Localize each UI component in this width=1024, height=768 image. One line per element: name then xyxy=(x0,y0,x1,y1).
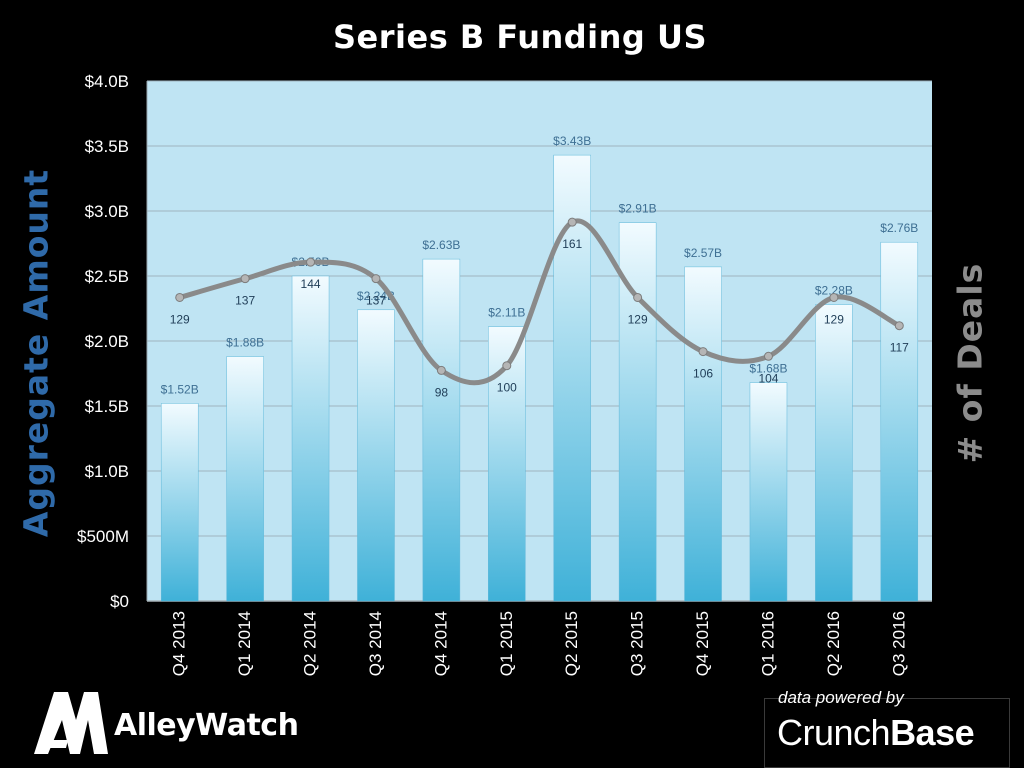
deals-point xyxy=(894,321,904,331)
bar xyxy=(291,275,330,602)
deals-point xyxy=(698,347,708,357)
y-tick-label: $1.0B xyxy=(85,462,129,481)
x-tick-label: Q1 2014 xyxy=(235,611,254,676)
crunchbase-caption: data powered by xyxy=(778,688,904,707)
bar xyxy=(553,154,591,602)
deals-point xyxy=(763,351,773,361)
alleywatch-logo-text: AlleyWatch xyxy=(114,708,299,743)
bar xyxy=(488,326,526,602)
deals-value-label: 104 xyxy=(758,371,778,385)
deals-value-label: 100 xyxy=(497,381,517,395)
chart-canvas: $0 $500M $1.0B $1.5B $2.0B $2.5B $3.0B $3.5B $4.… xyxy=(77,72,932,676)
bar-value-label: $2.91B xyxy=(619,202,657,216)
x-tick-label: Q1 2015 xyxy=(497,611,516,676)
bar xyxy=(357,309,395,602)
bar xyxy=(226,356,264,602)
bar xyxy=(749,382,788,602)
bar-value-label: $2.28B xyxy=(815,284,853,298)
y-tick-label: $2.0B xyxy=(85,332,129,351)
bar-value-label: $2.11B xyxy=(488,306,525,320)
deals-point xyxy=(567,217,577,227)
deals-value-label: 129 xyxy=(170,312,190,326)
x-tick-label: Q4 2015 xyxy=(693,611,712,676)
deals-value-label: 129 xyxy=(628,312,648,326)
x-tick-label: Q3 2014 xyxy=(366,611,385,676)
deals-value-label: 106 xyxy=(693,367,713,381)
chart-title: Series B Funding US xyxy=(333,18,707,56)
deals-value-label: 161 xyxy=(562,237,582,251)
x-tick-label: Q2 2016 xyxy=(824,611,843,676)
x-tick-label: Q2 2014 xyxy=(301,611,320,676)
bar xyxy=(618,222,657,602)
x-tick-label: Q4 2014 xyxy=(431,611,450,676)
deals-point xyxy=(306,257,316,267)
y-tick-label: $4.0B xyxy=(85,72,129,91)
bar-value-label: $2.76B xyxy=(880,221,918,235)
x-tick-label: Q1 2016 xyxy=(758,611,777,676)
deals-point xyxy=(502,361,512,371)
crunchbase-logo: CrunchBase xyxy=(777,712,975,754)
x-tick-label: Q2 2015 xyxy=(562,611,581,676)
crunchbase-brand-part2: Base xyxy=(890,712,975,753)
y-tick-label: $3.0B xyxy=(85,202,129,221)
bar-value-label: $2.63B xyxy=(422,238,460,252)
deals-point xyxy=(371,274,381,284)
bar xyxy=(160,403,199,602)
bar-value-label: $2.57B xyxy=(684,246,722,260)
bar-value-label: $1.52B xyxy=(161,382,199,396)
deals-point xyxy=(633,292,643,302)
deals-point xyxy=(436,365,446,375)
alleywatch-logo-icon xyxy=(34,692,108,754)
deals-value-label: 117 xyxy=(890,341,909,355)
deals-value-label: 98 xyxy=(435,385,449,399)
y-tick-label: $500M xyxy=(77,527,129,546)
x-tick-label: Q3 2016 xyxy=(889,611,908,676)
bar xyxy=(815,304,853,602)
crunchbase-brand-part1: Crunch xyxy=(777,712,891,753)
deals-value-label: 144 xyxy=(301,277,321,291)
bar xyxy=(422,258,461,602)
bar xyxy=(880,241,919,602)
deals-value-label: 137 xyxy=(366,294,386,308)
deals-point xyxy=(175,292,185,302)
y-tick-label: $0 xyxy=(110,592,129,611)
y-tick-label: $1.5B xyxy=(85,397,129,416)
bar xyxy=(684,266,722,602)
deals-point xyxy=(829,292,839,302)
deals-value-label: 129 xyxy=(824,312,844,326)
bar-value-label: $3.43B xyxy=(553,134,591,148)
bar-value-label: $1.88B xyxy=(226,336,264,350)
deals-value-label: 137 xyxy=(235,294,255,308)
x-tick-label: Q3 2015 xyxy=(628,611,647,676)
bar-value-label: $1.68B xyxy=(749,362,787,376)
x-tick-label: Q4 2013 xyxy=(170,611,189,676)
deals-point xyxy=(240,274,250,284)
y-tick-label: $2.5B xyxy=(85,267,129,286)
y-tick-label: $3.5B xyxy=(85,137,129,156)
